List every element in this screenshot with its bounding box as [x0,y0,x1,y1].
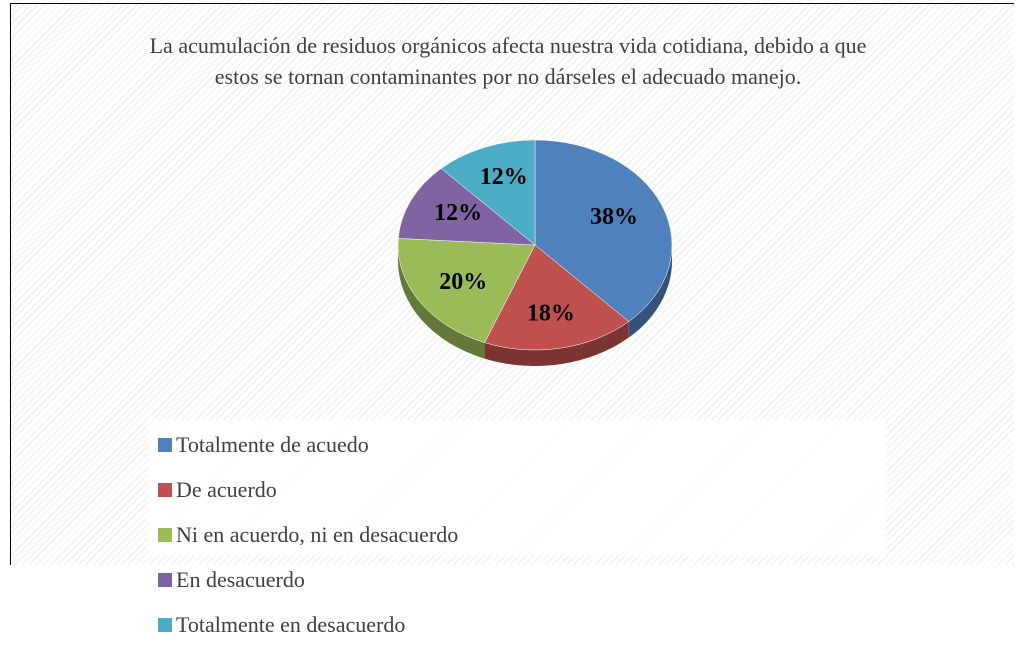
legend-item: Totalmente de acuedo [158,430,525,475]
pie-chart: 38% 18% 20% 12% 12% [397,139,673,366]
data-label: 12% [434,200,482,226]
slice [534,139,673,322]
legend-item: De acuerdo [158,475,525,520]
slice [484,244,630,351]
legend-swatch [158,438,172,452]
slice [397,238,536,343]
legend-item: Totalmente en desacuerdo [158,610,525,655]
legend-label: Totalmente de acuedo [176,432,369,457]
slice-side [628,245,672,338]
legend-label: Totalmente en desacuerdo [176,612,406,637]
slice-side [398,245,485,359]
legend-swatch [158,573,172,587]
slice-side [484,321,629,366]
legend-item: Ni en acuerdo, ni en desacuerdo [158,520,525,565]
data-label: 38% [590,204,638,230]
legend-item: En desacuerdo [158,565,525,610]
legend: Totalmente de acuedo De acuerdo Ni en acue… [148,420,885,637]
chart-title: La acumulación de residuos orgánicos afe… [149,33,867,89]
legend-swatch [158,528,172,542]
legend-swatch [158,618,172,632]
data-label: 20% [439,269,487,295]
slice [397,168,536,246]
legend-label: En desacuerdo [176,567,305,592]
legend-label: Ni en acuerdo, ni en desacuerdo [176,522,459,547]
slice [440,139,536,246]
data-label: 18% [527,301,575,327]
data-label: 12% [480,164,528,190]
legend-label: De acuerdo [176,477,277,502]
legend-swatch [158,483,172,497]
